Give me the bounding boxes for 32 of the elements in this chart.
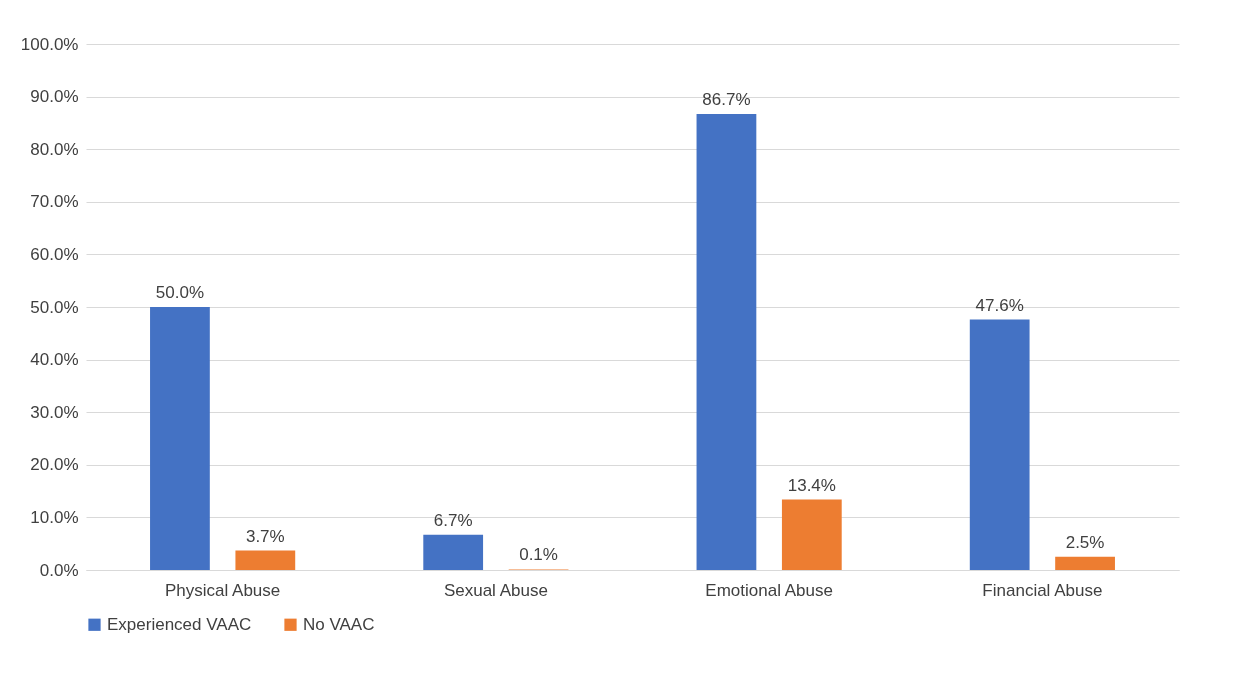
y-tick-label: 50.0% [30, 297, 79, 317]
y-tick-label: 90.0% [30, 87, 79, 107]
y-tick-label: 0.0% [39, 560, 79, 580]
y-tick-label: 20.0% [30, 455, 79, 475]
data-label: 2.5% [1065, 532, 1105, 552]
bar [150, 307, 210, 570]
y-tick-label: 30.0% [30, 402, 79, 422]
data-label: 50.0% [155, 283, 205, 302]
y-tick-label: 10.0% [30, 507, 79, 527]
bar [969, 319, 1030, 570]
y-tick-label: 80.0% [30, 139, 79, 159]
bar [1055, 556, 1115, 570]
x-tick-label: Physical Abuse [164, 580, 281, 600]
bar [423, 534, 484, 570]
data-label: 13.4% [787, 475, 836, 495]
y-tick-label: 60.0% [30, 244, 79, 264]
bar [696, 113, 757, 570]
y-tick-label: 100.0% [20, 34, 79, 54]
y-tick-label: 40.0% [30, 350, 79, 370]
legend-label: Experienced VAAC [107, 614, 252, 634]
x-tick-label: Financial Abuse [982, 580, 1103, 600]
legend-label: No VAAC [303, 614, 375, 634]
data-label: 47.6% [975, 295, 1024, 315]
bar [781, 499, 842, 570]
x-tick-label: Emotional Abuse [705, 580, 833, 600]
x-tick-label: Sexual Abuse [443, 580, 548, 600]
data-label: 86.7% [702, 89, 751, 109]
data-label: 3.7% [245, 526, 285, 546]
data-label: 6.7% [433, 510, 473, 530]
bar [235, 550, 296, 570]
y-tick-label: 70.0% [30, 192, 79, 212]
data-label: 0.1% [519, 545, 558, 565]
